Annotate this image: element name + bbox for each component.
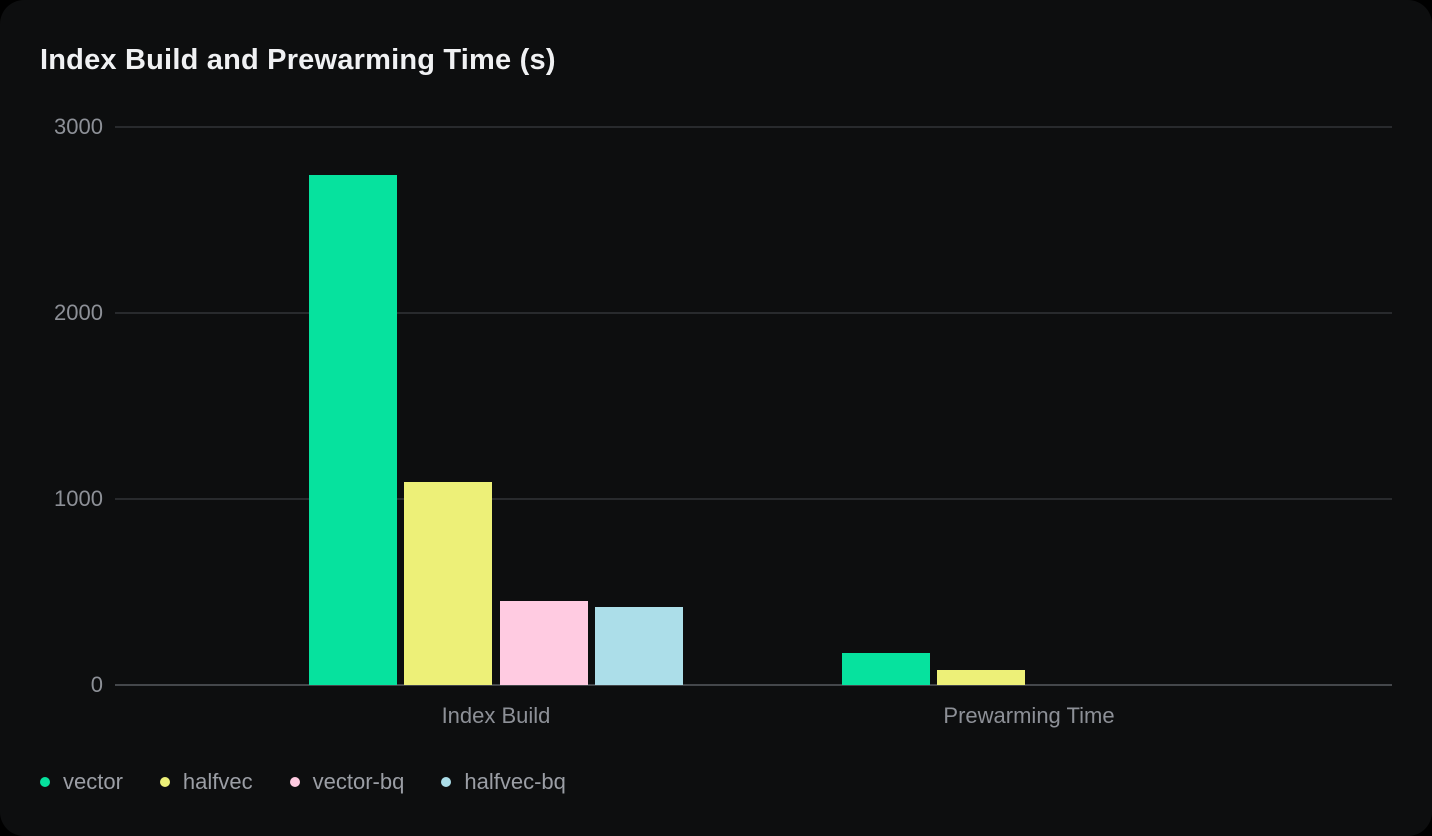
- legend-dot-icon: [159, 777, 170, 787]
- x-category-label-index-build: Index Build: [441, 703, 551, 728]
- legend-label: halfvec: [182, 769, 253, 794]
- bar-halfvec-prewarming-time: [937, 670, 1026, 685]
- legend: vector halfvec vector-bq halfvec-bq: [40, 769, 566, 795]
- legend-dot-icon: [40, 777, 50, 787]
- gridline-y-0: [115, 684, 1392, 686]
- legend-item-vector: vector: [40, 769, 123, 795]
- y-tick-label-1000: 1000: [54, 486, 103, 511]
- chart-title: Index Build and Prewarming Time (s): [40, 44, 556, 76]
- bar-vector-index-build: [308, 175, 397, 685]
- bar-halfvec-bq-index-build: [595, 606, 684, 685]
- y-tick-label-0: 0: [90, 672, 103, 697]
- bar-halfvec-index-build: [404, 482, 493, 685]
- legend-label: halfvec-bq: [464, 769, 566, 794]
- bar-vector-bq-index-build: [499, 601, 588, 685]
- y-tick-label-3000: 3000: [54, 114, 103, 139]
- gridline-y-2000: [115, 312, 1392, 314]
- legend-item-halfvec-bq: halfvec-bq: [441, 769, 566, 795]
- gridline-y-1000: [115, 498, 1392, 500]
- x-category-label-prewarming-time: Prewarming Time: [943, 703, 1115, 728]
- legend-item-halfvec: halfvec: [159, 769, 253, 795]
- legend-label: vector: [63, 769, 123, 794]
- legend-dot-icon: [441, 777, 452, 787]
- legend-label: vector-bq: [312, 769, 405, 794]
- bar-vector-prewarming-time: [841, 653, 930, 685]
- y-tick-label-2000: 2000: [54, 300, 103, 325]
- legend-dot-icon: [289, 777, 300, 787]
- gridline-y-3000: [115, 126, 1392, 128]
- legend-item-vector-bq: vector-bq: [289, 769, 405, 795]
